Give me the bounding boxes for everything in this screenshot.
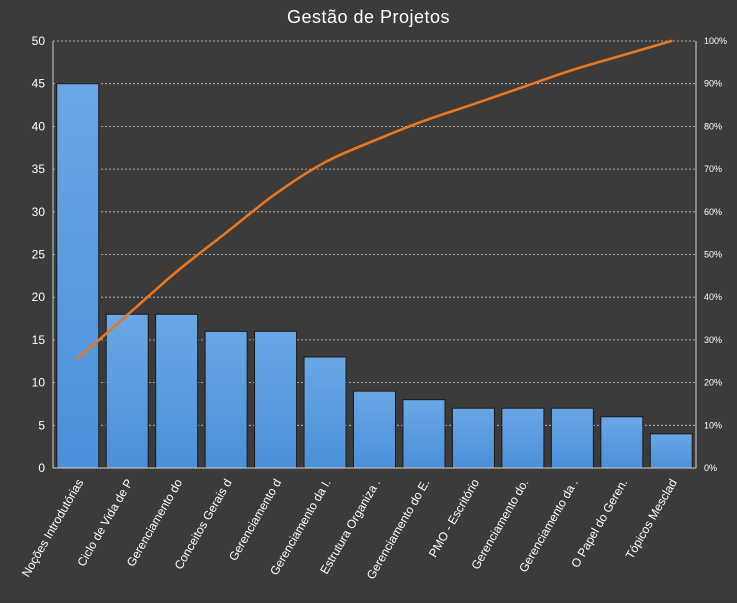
cumulative-line [76, 39, 673, 360]
y-tick-label: 40 [32, 119, 46, 133]
bar [56, 83, 100, 469]
bar [550, 407, 594, 469]
y-tick-label: 15 [32, 333, 46, 347]
x-tick-label: Ciclo de Vida de P [74, 477, 135, 569]
y-tick-label: 30 [32, 205, 46, 219]
y2-tick-label: 100% [704, 36, 727, 46]
x-tick-label: PMO - Escritório [426, 476, 482, 559]
cumulative-percent-line [76, 39, 673, 360]
bar [402, 399, 446, 469]
y-tick-label: 35 [32, 162, 46, 176]
bar [649, 433, 693, 469]
bar [451, 407, 495, 469]
x-tick-label: Tópicos Mesclad [623, 477, 680, 562]
bar [105, 313, 149, 469]
y2-tick-label: 80% [704, 121, 722, 131]
bars [56, 83, 693, 469]
y2-tick-label: 50% [704, 250, 722, 260]
y2-tick-label: 10% [704, 420, 722, 430]
axes: 0 5 10 15 20 25 30 35 40 45 50 0% 10% 20% 30% 40% 50% 60%… [19, 34, 727, 582]
bar [303, 356, 347, 469]
y2-tick-label: 60% [704, 207, 722, 217]
y-tick-label: 10 [32, 376, 46, 390]
bar [155, 313, 199, 469]
y2-tick-label: 20% [704, 378, 722, 388]
bar [600, 416, 644, 469]
y-tick-label: 50 [32, 34, 46, 48]
y-tick-label: 25 [32, 248, 46, 262]
bar [204, 330, 248, 469]
y-tick-label: 20 [32, 290, 46, 304]
y2-tick-label: 0% [704, 463, 717, 473]
x-tick-label: Conceitos Gerais d [172, 477, 235, 572]
bar [501, 407, 545, 469]
y-tick-label: 45 [32, 77, 46, 91]
x-tick-label: O Papel do Geren. [568, 477, 630, 571]
y2-tick-label: 40% [704, 292, 722, 302]
y2-tick-label: 70% [704, 164, 722, 174]
y-tick-label: 0 [38, 461, 45, 475]
chart-title: Gestão de Projetos [286, 7, 451, 27]
bar [254, 330, 298, 469]
gridlines [53, 40, 696, 426]
bar [353, 390, 396, 469]
x-tick-label: Gerenciamento d [226, 477, 284, 564]
y2-tick-label: 30% [704, 335, 722, 345]
y-tick-label: 5 [38, 418, 45, 432]
y2-tick-label: 90% [704, 79, 722, 89]
